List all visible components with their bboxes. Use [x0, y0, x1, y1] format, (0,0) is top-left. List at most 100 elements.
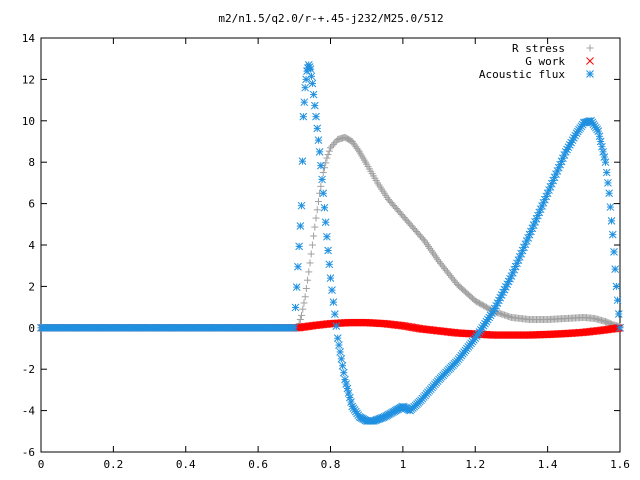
data-point	[600, 153, 609, 161]
data-point	[341, 375, 349, 384]
data-point	[311, 223, 319, 231]
data-point	[325, 260, 334, 269]
x-tick-label: 1.2	[465, 458, 485, 471]
axis-ticks: -6 -4 -2 0 2 4 6 8 10 12 14 0 0.2 0.4 0.6 0.8 1 1.2 1.4 1.6	[22, 32, 630, 471]
x-tick-label: 0.2	[103, 458, 123, 471]
data-point	[309, 90, 318, 99]
legend-marker	[586, 70, 594, 78]
x-tick-label: 0.6	[248, 458, 268, 471]
data-point	[317, 182, 325, 190]
data-point	[321, 218, 330, 227]
series-acoustic-flux	[37, 61, 624, 425]
data-point	[314, 198, 322, 206]
data-point	[443, 268, 451, 276]
data-point	[329, 298, 338, 306]
data-point	[307, 250, 315, 258]
data-point	[347, 398, 355, 406]
data-point	[602, 168, 611, 177]
y-tick-label: -4	[22, 405, 36, 418]
data-point	[448, 273, 456, 281]
x-tick-label: 1	[400, 458, 407, 471]
data-point	[335, 341, 343, 349]
y-tick-label: 2	[28, 280, 35, 293]
data-point	[319, 189, 328, 198]
data-point	[297, 201, 306, 210]
data-point	[328, 142, 336, 150]
data-point	[318, 175, 326, 184]
data-point	[610, 248, 618, 256]
data-point	[354, 146, 362, 154]
data-point	[312, 214, 320, 222]
data-point	[316, 161, 325, 170]
data-point	[315, 147, 324, 156]
data-point	[497, 291, 506, 299]
y-tick-label: 8	[28, 156, 35, 169]
data-point	[338, 361, 347, 370]
data-point	[605, 189, 613, 198]
legend-marker	[586, 57, 594, 65]
data-point	[302, 284, 310, 292]
data-point	[306, 65, 315, 73]
y-tick-label: 0	[28, 322, 35, 335]
legend-label: Acoustic flux	[479, 68, 565, 81]
data-point	[344, 389, 353, 397]
x-tick-label: 0.4	[176, 458, 196, 471]
data-point	[327, 144, 334, 152]
data-point	[320, 164, 328, 172]
data-point	[331, 139, 339, 147]
x-tick-label: 0	[38, 458, 45, 471]
legend-marker	[586, 44, 594, 52]
data-point	[308, 79, 317, 88]
data-point	[616, 323, 624, 332]
data-point	[439, 263, 447, 271]
data-point	[594, 127, 603, 136]
legend-label: G work	[525, 55, 565, 68]
data-point	[450, 277, 458, 285]
data-point	[614, 310, 623, 318]
data-point	[294, 262, 302, 271]
data-point	[323, 154, 331, 162]
data-point	[330, 310, 339, 318]
data-point	[298, 157, 307, 166]
chart-title: m2/n1.5/q2.0/r-+.45-j232/M25.0/512	[218, 12, 443, 25]
data-point	[333, 334, 342, 343]
data-point	[342, 380, 351, 388]
data-point	[343, 384, 352, 393]
data-point	[300, 299, 308, 307]
data-point	[302, 75, 310, 84]
data-point	[598, 142, 606, 151]
plot-frame	[40, 37, 621, 453]
data-point	[607, 216, 616, 225]
data-point	[435, 258, 443, 266]
data-point	[345, 393, 354, 402]
data-point	[337, 354, 346, 363]
data-point	[305, 268, 313, 276]
legend-label: R stress	[512, 42, 565, 55]
data-point	[291, 303, 300, 312]
data-point	[320, 203, 329, 212]
data-point	[312, 112, 320, 121]
data-point	[308, 241, 316, 249]
data-point	[319, 169, 327, 177]
data-point	[301, 293, 309, 301]
y-tick-label: 4	[28, 239, 35, 252]
x-tick-label: 1.6	[610, 458, 630, 471]
series-layer	[37, 61, 624, 425]
y-tick-label: -2	[22, 363, 35, 376]
data-point	[599, 147, 607, 156]
data-point	[438, 261, 446, 269]
data-point	[298, 311, 306, 319]
data-point	[449, 275, 457, 283]
data-point	[290, 323, 299, 332]
y-tick-label: -6	[22, 446, 35, 459]
data-point	[436, 259, 444, 267]
data-point	[336, 348, 345, 356]
data-point	[611, 265, 620, 274]
data-point	[314, 136, 323, 144]
data-point	[606, 203, 615, 211]
data-point	[332, 322, 341, 330]
data-point	[613, 296, 622, 305]
data-point	[304, 276, 312, 284]
data-point	[601, 158, 610, 167]
